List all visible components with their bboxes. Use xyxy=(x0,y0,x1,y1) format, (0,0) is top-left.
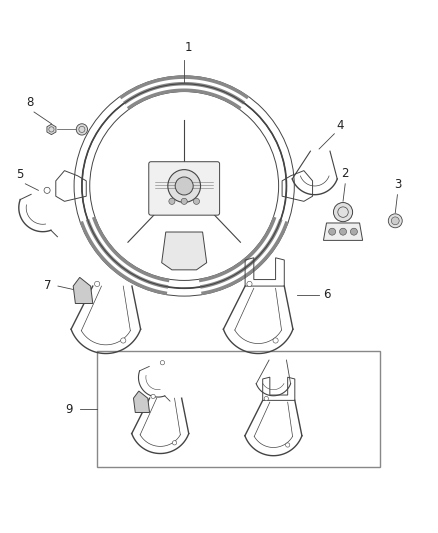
Circle shape xyxy=(389,214,402,228)
Circle shape xyxy=(247,281,252,287)
Circle shape xyxy=(181,198,187,204)
FancyBboxPatch shape xyxy=(149,161,219,215)
Text: 1: 1 xyxy=(185,41,192,54)
Circle shape xyxy=(176,178,192,194)
Text: 4: 4 xyxy=(336,118,344,132)
Text: 8: 8 xyxy=(26,96,33,109)
Circle shape xyxy=(173,441,177,445)
Circle shape xyxy=(169,198,175,204)
Circle shape xyxy=(350,228,357,235)
Text: 7: 7 xyxy=(44,279,51,292)
Text: 5: 5 xyxy=(16,168,24,181)
Text: 3: 3 xyxy=(394,178,401,191)
Circle shape xyxy=(76,124,88,135)
Circle shape xyxy=(339,228,346,235)
Circle shape xyxy=(328,228,336,235)
Polygon shape xyxy=(73,277,93,303)
Circle shape xyxy=(194,198,200,204)
Circle shape xyxy=(286,443,290,447)
Bar xyxy=(97,351,380,467)
Text: 9: 9 xyxy=(66,402,73,416)
Circle shape xyxy=(120,338,126,343)
Circle shape xyxy=(333,203,353,222)
Polygon shape xyxy=(47,124,56,135)
Polygon shape xyxy=(323,223,363,240)
Text: 2: 2 xyxy=(342,167,349,180)
Circle shape xyxy=(264,397,268,401)
Circle shape xyxy=(95,281,100,287)
Circle shape xyxy=(175,177,193,195)
Polygon shape xyxy=(134,391,149,413)
Polygon shape xyxy=(162,232,207,270)
Circle shape xyxy=(391,217,399,225)
Circle shape xyxy=(273,338,278,343)
Circle shape xyxy=(168,169,201,203)
Text: 6: 6 xyxy=(323,288,331,301)
Circle shape xyxy=(151,394,155,399)
